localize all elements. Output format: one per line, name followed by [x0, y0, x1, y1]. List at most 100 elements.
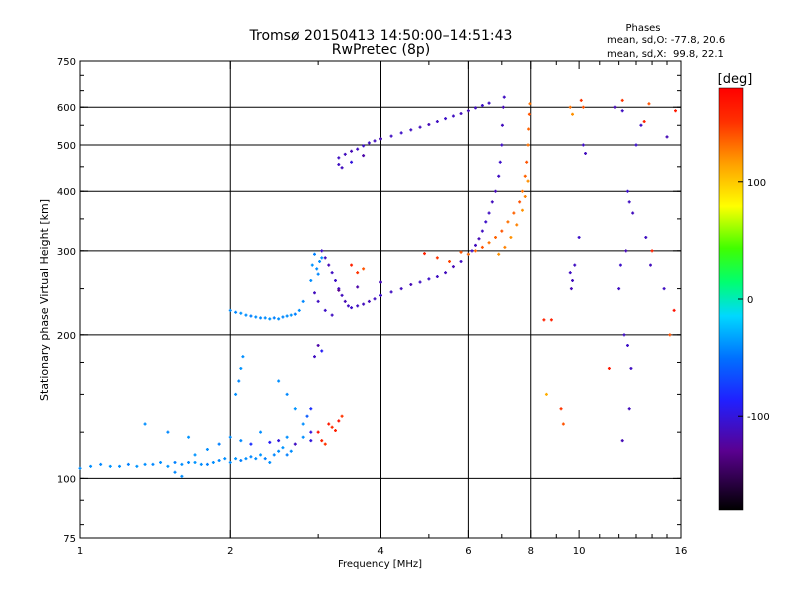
data-point: [281, 446, 285, 450]
data-point: [650, 249, 654, 253]
data-point: [418, 125, 422, 129]
stats-line-o: mean, sd,O: -77.8, 20.6: [607, 35, 725, 46]
data-point: [89, 464, 93, 468]
data-point: [259, 430, 263, 434]
data-point: [668, 333, 672, 337]
data-point: [470, 249, 474, 253]
data-point: [193, 453, 197, 457]
data-point: [512, 211, 516, 215]
data-point: [301, 435, 305, 439]
data-point: [498, 160, 502, 164]
data-point: [497, 252, 501, 256]
data-point: [309, 407, 313, 411]
data-point: [180, 474, 184, 478]
data-point: [647, 102, 651, 106]
data-point: [480, 245, 484, 249]
data-point: [268, 440, 272, 444]
data-point: [340, 414, 344, 418]
y-axis-label: Stationary phase Virtual Height [km]: [38, 199, 51, 401]
data-point: [135, 464, 139, 468]
data-point: [228, 308, 232, 312]
data-point: [166, 430, 170, 434]
data-point: [356, 271, 360, 275]
data-point: [301, 299, 305, 303]
y-tick-label: 400: [57, 187, 76, 198]
data-point: [205, 447, 209, 451]
data-point: [520, 208, 524, 212]
data-point: [624, 249, 628, 253]
data-point: [571, 278, 575, 282]
data-point: [520, 189, 524, 193]
data-point: [487, 101, 491, 105]
y-tick-label: 300: [57, 247, 76, 258]
data-point: [249, 455, 253, 459]
data-point: [526, 179, 530, 183]
data-point: [350, 160, 354, 164]
data-point: [340, 166, 344, 170]
data-point: [340, 293, 344, 297]
data-point: [618, 263, 622, 267]
data-point: [549, 318, 553, 322]
data-point: [316, 343, 320, 347]
data-point: [228, 435, 232, 439]
data-point: [234, 392, 238, 396]
data-point: [362, 302, 366, 306]
data-point: [473, 243, 477, 247]
stats-line-x: mean, sd,X: 99.8, 22.1: [607, 49, 724, 60]
data-point: [466, 109, 470, 113]
data-point: [293, 312, 297, 316]
data-point: [356, 304, 360, 308]
data-point: [316, 272, 320, 276]
data-point: [180, 462, 184, 466]
data-point: [285, 435, 289, 439]
data-point: [237, 379, 241, 383]
data-point: [312, 252, 316, 256]
data-point: [527, 127, 531, 131]
data-point: [528, 102, 532, 106]
data-point: [108, 464, 112, 468]
data-point: [379, 137, 382, 141]
data-point: [451, 265, 455, 269]
data-point: [627, 407, 631, 411]
data-point: [620, 439, 624, 443]
x-axis: 1 2 4 6 8 10 16: [77, 61, 687, 557]
data-point: [631, 211, 635, 215]
data-point: [642, 120, 646, 124]
data-point: [373, 297, 377, 301]
y-tick-label: 600: [57, 103, 76, 114]
data-point: [285, 392, 289, 396]
data-point: [239, 439, 243, 443]
data-point: [451, 114, 455, 118]
data-point: [263, 457, 267, 461]
data-point: [473, 106, 477, 110]
data-point: [625, 343, 629, 347]
data-point: [350, 263, 354, 267]
data-point: [435, 256, 439, 260]
data-point: [277, 449, 281, 453]
data-point: [323, 308, 327, 312]
data-point: [503, 245, 507, 249]
data-point: [362, 267, 366, 271]
data-point: [620, 98, 624, 102]
data-point: [143, 462, 147, 466]
x-tick-label: 2: [227, 546, 233, 557]
data-point: [459, 259, 463, 263]
data-point: [323, 442, 327, 446]
stats-heading: Phases: [625, 23, 660, 34]
data-point: [277, 317, 281, 321]
grid-lines: [80, 61, 681, 538]
data-point: [249, 314, 253, 318]
data-point: [323, 256, 327, 260]
data-point: [309, 439, 313, 443]
data-point: [444, 271, 448, 275]
data-point: [473, 249, 477, 253]
data-point: [327, 263, 331, 267]
colorbar-tick-label: 0: [747, 295, 753, 306]
data-point: [379, 293, 382, 297]
data-point: [568, 105, 572, 109]
data-point: [418, 280, 422, 284]
data-point: [444, 117, 448, 121]
data-point: [320, 249, 324, 253]
data-point: [422, 252, 426, 256]
data-point: [343, 152, 347, 156]
